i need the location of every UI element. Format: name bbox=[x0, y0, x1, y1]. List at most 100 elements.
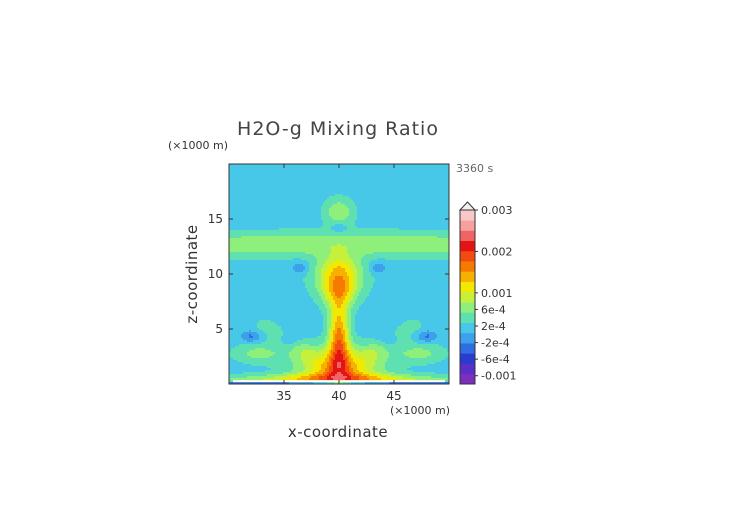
field-cell bbox=[295, 218, 298, 221]
field-cell bbox=[359, 200, 362, 203]
field-cell bbox=[229, 224, 232, 227]
field-cell bbox=[367, 250, 370, 253]
field-cell bbox=[427, 190, 430, 193]
field-cell bbox=[409, 172, 412, 175]
field-cell bbox=[357, 246, 360, 249]
field-cell bbox=[407, 200, 410, 203]
field-cell bbox=[411, 232, 414, 235]
field-cell bbox=[385, 248, 388, 251]
field-cell bbox=[423, 178, 426, 181]
field-cell bbox=[325, 236, 328, 239]
field-cell bbox=[313, 214, 316, 217]
field-cell bbox=[391, 190, 394, 193]
field-cell bbox=[323, 246, 326, 249]
field-cell bbox=[277, 206, 280, 209]
field-cell bbox=[237, 212, 240, 215]
field-cell bbox=[307, 166, 310, 169]
field-cell bbox=[329, 164, 332, 167]
field-cell bbox=[315, 204, 318, 207]
field-cell bbox=[257, 186, 260, 189]
field-cell bbox=[339, 244, 342, 247]
field-cell bbox=[381, 226, 384, 229]
field-cell bbox=[387, 242, 390, 245]
field-cell bbox=[273, 164, 276, 167]
field-cell bbox=[331, 176, 334, 179]
field-cell bbox=[415, 178, 418, 181]
field-cell bbox=[447, 212, 449, 215]
field-cell bbox=[349, 196, 352, 199]
field-cell bbox=[427, 248, 430, 251]
field-cell bbox=[291, 224, 294, 227]
field-cell bbox=[447, 188, 449, 191]
field-cell bbox=[383, 248, 386, 251]
field-cell bbox=[403, 190, 406, 193]
field-cell bbox=[433, 234, 436, 237]
field-cell bbox=[345, 222, 348, 225]
field-cell bbox=[443, 234, 446, 237]
field-cell bbox=[419, 238, 422, 241]
field-cell bbox=[421, 242, 424, 245]
field-cell bbox=[277, 226, 280, 229]
field-cell bbox=[351, 192, 354, 195]
field-cell bbox=[429, 236, 432, 239]
field-cell bbox=[441, 192, 444, 195]
field-cell bbox=[447, 214, 449, 217]
field-cell bbox=[369, 184, 372, 187]
field-cell bbox=[353, 170, 356, 173]
field-cell bbox=[391, 180, 394, 183]
field-cell bbox=[373, 198, 376, 201]
field-cell bbox=[333, 238, 336, 241]
field-cell bbox=[431, 214, 434, 217]
field-cell bbox=[311, 232, 314, 235]
field-cell bbox=[375, 234, 378, 237]
field-cell bbox=[437, 194, 440, 197]
field-cell bbox=[349, 226, 352, 229]
field-cell bbox=[419, 220, 422, 223]
field-cell bbox=[291, 180, 294, 183]
field-cell bbox=[389, 248, 392, 251]
field-cell bbox=[275, 242, 278, 245]
field-cell bbox=[273, 212, 276, 215]
field-cell bbox=[407, 242, 410, 245]
field-cell bbox=[293, 186, 296, 189]
field-cell bbox=[355, 202, 358, 205]
field-cell bbox=[263, 192, 266, 195]
field-cell bbox=[303, 234, 306, 237]
field-cell bbox=[293, 234, 296, 237]
field-cell bbox=[321, 200, 324, 203]
field-cell bbox=[401, 212, 404, 215]
field-cell bbox=[389, 198, 392, 201]
field-cell bbox=[351, 246, 354, 249]
field-cell bbox=[373, 218, 376, 221]
field-cell bbox=[265, 198, 268, 201]
field-cell bbox=[301, 206, 304, 209]
field-cell bbox=[261, 168, 264, 171]
field-cell bbox=[247, 180, 250, 183]
field-cell bbox=[413, 182, 416, 185]
field-cell bbox=[293, 188, 296, 191]
field-cell bbox=[267, 164, 270, 167]
field-cell bbox=[317, 192, 320, 195]
field-cell bbox=[433, 246, 436, 249]
field-cell bbox=[259, 238, 262, 241]
field-cell bbox=[255, 210, 258, 213]
field-cell bbox=[411, 220, 414, 223]
field-cell bbox=[329, 240, 332, 243]
field-cell bbox=[355, 236, 358, 239]
field-cell bbox=[431, 248, 434, 251]
field-cell bbox=[303, 182, 306, 185]
field-cell bbox=[373, 202, 376, 205]
field-cell bbox=[277, 194, 280, 197]
field-cell bbox=[435, 182, 438, 185]
field-cell bbox=[237, 168, 240, 171]
field-cell bbox=[389, 218, 392, 221]
field-cell bbox=[249, 202, 252, 205]
field-cell bbox=[275, 204, 278, 207]
field-cell bbox=[403, 232, 406, 235]
field-cell bbox=[305, 190, 308, 193]
field-cell bbox=[275, 186, 278, 189]
field-cell bbox=[367, 236, 370, 239]
field-cell bbox=[381, 198, 384, 201]
field-cell bbox=[381, 186, 384, 189]
field-cell bbox=[429, 242, 432, 245]
